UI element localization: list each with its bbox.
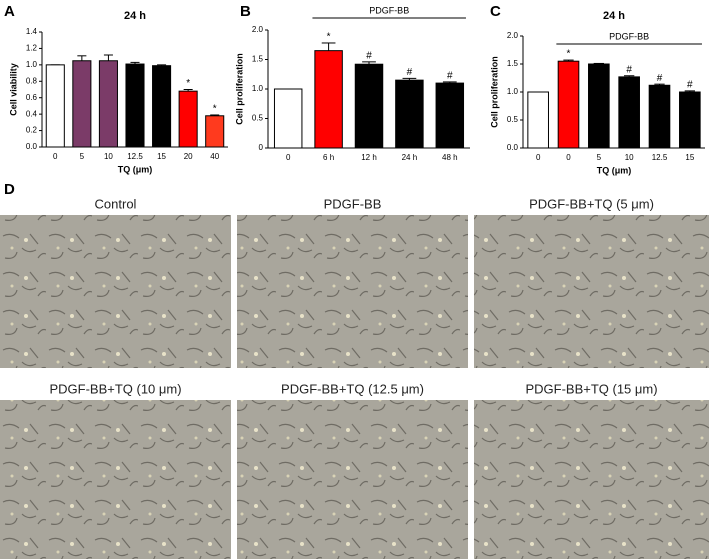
y-tick-label: 1.0 — [507, 87, 519, 96]
x-tick-label: 12.5 — [127, 152, 143, 161]
bar-annotation: # — [657, 73, 663, 84]
y-tick-label: 1.0 — [26, 60, 38, 69]
y-axis-label: Cell proliferation — [234, 53, 244, 125]
y-tick-label: 0.5 — [252, 114, 264, 123]
bar-annotation: * — [327, 32, 331, 43]
x-tick-label: 24 h — [402, 153, 418, 162]
panel-label: B — [240, 3, 251, 20]
x-tick-label: 0 — [286, 153, 291, 162]
bar — [72, 60, 92, 148]
x-tick-label: 10 — [625, 153, 634, 162]
bracket-label: PDGF-BB — [369, 5, 409, 15]
bar — [354, 63, 384, 149]
y-tick-label: 0 — [259, 143, 264, 152]
micrograph — [474, 215, 709, 368]
x-axis-label: TQ (μm) — [118, 164, 153, 174]
x-tick-label: 15 — [157, 152, 166, 161]
y-tick-label: 1.5 — [507, 59, 519, 68]
x-tick-label: 0 — [566, 153, 571, 162]
x-tick-label: 10 — [104, 152, 113, 161]
panel-label: C — [490, 3, 501, 20]
y-tick-label: 0.2 — [26, 126, 38, 135]
y-tick-label: 2.0 — [507, 31, 519, 40]
micrograph — [474, 400, 709, 559]
x-tick-label: 5 — [597, 153, 602, 162]
x-tick-label: 12.5 — [652, 153, 668, 162]
bar-annotation: # — [687, 80, 693, 91]
x-tick-label: 40 — [210, 152, 219, 161]
micrograph-caption: PDGF-BB — [324, 196, 382, 211]
chart-title: 24 h — [603, 10, 625, 22]
x-tick-label: 20 — [184, 152, 193, 161]
panel-label: A — [4, 3, 15, 20]
y-axis-label: Cell viability — [8, 63, 18, 116]
micrograph-caption: PDGF-BB+TQ (15 μm) — [525, 381, 657, 396]
bar — [557, 60, 580, 149]
y-tick-label: 1.2 — [26, 44, 38, 53]
bar — [395, 79, 424, 149]
y-tick-label: 1.0 — [252, 84, 264, 93]
x-tick-label: 5 — [80, 152, 85, 161]
bar — [152, 65, 172, 148]
y-tick-label: 1.5 — [252, 55, 264, 64]
x-tick-label: 15 — [685, 153, 694, 162]
y-tick-label: 0.8 — [26, 76, 38, 85]
x-tick-label: 0 — [536, 153, 541, 162]
bar — [679, 91, 701, 149]
bar-annotation: * — [213, 104, 217, 115]
micrograph — [0, 215, 231, 368]
y-tick-label: 0.0 — [26, 142, 38, 151]
bar — [618, 76, 640, 149]
bar-annotation: # — [626, 64, 632, 75]
micrograph — [0, 400, 231, 559]
y-axis-label: Cell proliferation — [489, 56, 499, 128]
x-tick-label: 48 h — [442, 153, 458, 162]
bar — [273, 88, 303, 149]
bar-annotation: # — [366, 51, 372, 62]
bar — [314, 50, 343, 149]
micrograph-caption: PDGF-BB+TQ (10 μm) — [49, 381, 181, 396]
y-tick-label: 0.6 — [26, 93, 38, 102]
y-tick-label: 0.5 — [507, 115, 519, 124]
bar — [435, 82, 465, 149]
y-tick-label: 1.4 — [26, 27, 38, 36]
x-tick-label: 6 h — [323, 153, 334, 162]
micrograph — [237, 400, 468, 559]
bar — [45, 64, 65, 148]
bar — [205, 115, 225, 148]
bar — [98, 60, 118, 148]
x-tick-label: 12 h — [361, 153, 377, 162]
bar — [125, 63, 145, 148]
micrograph-caption: PDGF-BB+TQ (12.5 μm) — [281, 381, 424, 396]
micrograph-caption: Control — [95, 196, 137, 211]
y-tick-label: 2.0 — [252, 25, 264, 34]
bar — [178, 90, 198, 148]
bar-annotation: # — [447, 71, 453, 82]
x-axis-label: TQ (μm) — [597, 165, 632, 175]
bar — [588, 63, 610, 149]
micrograph-caption: PDGF-BB+TQ (5 μm) — [529, 196, 654, 211]
chart-title: 24 h — [124, 10, 146, 22]
bar — [527, 91, 549, 149]
bracket-label: PDGF-BB — [609, 31, 649, 41]
bar-annotation: * — [567, 49, 571, 60]
x-tick-label: 0 — [53, 152, 58, 161]
bar-annotation: * — [186, 78, 190, 89]
micrograph — [237, 215, 468, 368]
bar — [648, 84, 671, 149]
y-tick-label: 0.0 — [507, 143, 519, 152]
panel-label: D — [4, 181, 15, 198]
y-tick-label: 0.4 — [26, 109, 38, 118]
bar-annotation: # — [407, 67, 413, 78]
